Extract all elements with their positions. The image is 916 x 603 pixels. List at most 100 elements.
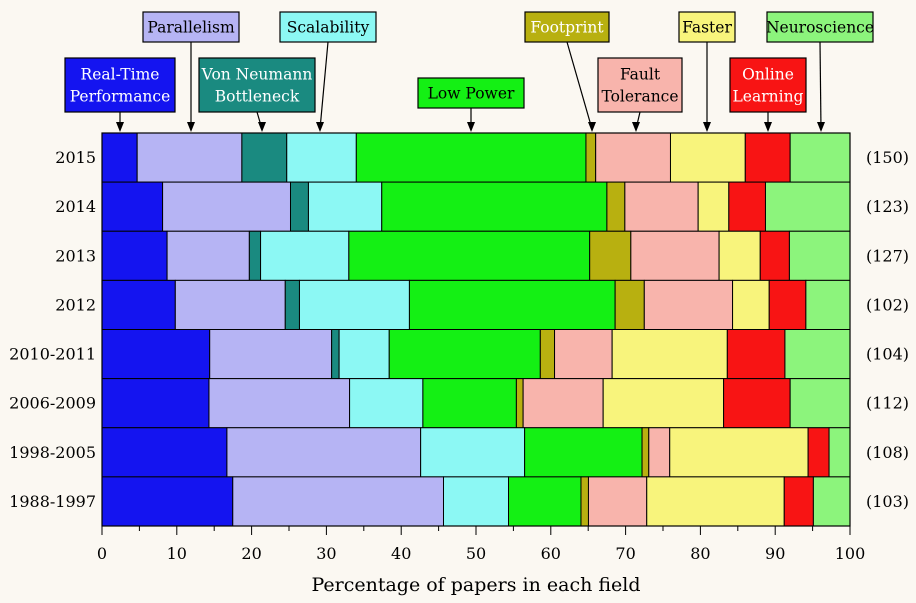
x-tick-label: 0: [97, 544, 107, 563]
bar-segment: [174, 279, 286, 330]
legend-label: Scalability: [287, 19, 370, 37]
bar-segment: [136, 132, 243, 183]
bar-segment: [648, 427, 671, 478]
bar-segment: [338, 329, 390, 380]
bar-segment: [241, 132, 288, 183]
legend-callout: Parallelism: [142, 11, 240, 132]
bar-segment: [166, 230, 250, 281]
bar-segment: [355, 132, 587, 183]
callout-arrowhead: [116, 122, 124, 132]
bar-segment: [248, 230, 262, 281]
bar-segment: [602, 378, 725, 429]
callout-box: [198, 57, 316, 113]
category-label: 2010-2011: [9, 345, 96, 364]
legend-label: Online: [742, 66, 794, 84]
category-labels: 2015 2014 2013 2012 2010-2011 2006-2009 1998-2…: [9, 148, 96, 511]
callout-box: [678, 11, 736, 43]
callout-arrowhead: [467, 122, 475, 132]
bar-segment: [101, 279, 176, 330]
bar-segment: [595, 132, 671, 183]
bar-segment: [697, 181, 730, 232]
bar-segment: [784, 329, 851, 380]
bar-segment: [515, 378, 524, 429]
bars: [101, 132, 851, 527]
callout-arrowhead: [588, 122, 596, 132]
legend-label: Real-Time: [81, 66, 160, 84]
bar-segment: [284, 279, 300, 330]
x-tick-label: 80: [690, 544, 710, 563]
bar-segment: [101, 427, 228, 478]
legend-label: Von Neumann: [201, 66, 313, 84]
callout-arrowhead: [764, 122, 772, 132]
legend-label: Performance: [70, 88, 171, 106]
bar-segment: [589, 230, 632, 281]
legend-label: Faster: [682, 19, 732, 37]
legend-callout: Faster: [678, 11, 736, 132]
bar-segment: [442, 476, 510, 527]
bar-segment: [422, 378, 517, 429]
legend-callout: Online Learning: [729, 57, 807, 132]
x-tick-label: 90: [765, 544, 785, 563]
bar-segment: [669, 132, 746, 183]
x-tick-label: 40: [391, 544, 411, 563]
bar-segment: [226, 427, 422, 478]
bar-segment: [524, 427, 643, 478]
legend-callout: Fault Tolerance: [597, 57, 683, 132]
count-label: (112): [866, 394, 909, 413]
bar-segment: [580, 476, 589, 527]
count-labels: (150) (123) (127) (102) (104) (112) (108) (103): [866, 148, 909, 511]
count-label: (123): [866, 197, 909, 216]
bar-segment: [611, 329, 728, 380]
x-tick-label: 100: [835, 544, 866, 563]
bar-segment: [788, 230, 851, 281]
bar-segment: [522, 378, 604, 429]
callout-box: [417, 77, 525, 109]
callout-line: [319, 41, 329, 130]
legend-label: Low Power: [428, 85, 515, 103]
callout-arrowhead: [187, 122, 195, 132]
bar-segment: [381, 181, 608, 232]
x-tick-label: 50: [466, 544, 486, 563]
bar-segment: [630, 230, 720, 281]
callout-arrowhead: [632, 122, 640, 132]
bar-segment: [298, 279, 410, 330]
legend-callout: Neuroscience: [766, 11, 874, 132]
x-tick-label: 10: [167, 544, 187, 563]
bar-segment: [828, 427, 851, 478]
callout-line: [566, 41, 593, 130]
count-label: (102): [866, 295, 909, 314]
bar-segment: [101, 329, 211, 380]
bar-segment: [812, 476, 851, 527]
callout-arrowhead: [817, 122, 825, 132]
bar-segment: [208, 378, 351, 429]
bar-segment: [307, 181, 383, 232]
callout-box: [597, 57, 683, 113]
legend-callout: Von Neumann Bottleneck: [198, 57, 316, 132]
count-label: (127): [866, 246, 909, 265]
bar-segment: [388, 329, 541, 380]
callout-arrowhead: [703, 122, 711, 132]
x-axis-label: Percentage of papers in each field: [311, 574, 640, 596]
callout-line: [819, 41, 822, 130]
legend-callout: Low Power: [417, 77, 525, 132]
category-label: 2006-2009: [9, 394, 96, 413]
bar-segment: [348, 230, 591, 281]
bar-segment: [624, 181, 699, 232]
x-tick-label: 30: [316, 544, 336, 563]
legend-label: Learning: [733, 88, 804, 106]
bar-segment: [101, 378, 210, 429]
bar-segment: [723, 378, 791, 429]
count-label: (104): [866, 345, 909, 364]
legend-callout: Scalability: [279, 11, 377, 132]
callout-box: [524, 11, 610, 43]
bar-segment: [805, 279, 851, 330]
bar-segment: [101, 230, 168, 281]
bar-segment: [759, 230, 790, 281]
bar-segment: [508, 476, 582, 527]
legend-label: Parallelism: [147, 19, 235, 37]
bar-segment: [669, 427, 809, 478]
category-label: 2012: [55, 295, 96, 314]
bar-segment: [789, 378, 851, 429]
legend-label: Neuroscience: [766, 19, 874, 37]
bar-segment: [331, 329, 340, 380]
